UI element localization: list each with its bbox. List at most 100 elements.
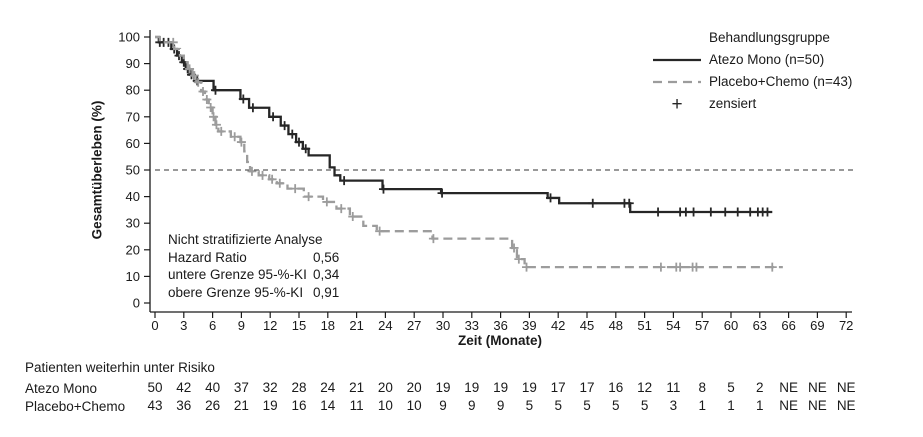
x-tick-label: 18 [321,318,335,333]
censor-plus-icon [375,226,385,236]
risk-count: 19 [464,380,479,395]
x-tick-label: 45 [580,318,594,333]
annotation-table: Hazard Ratio 0,56 untere Grenze 95-%-KI … [168,249,339,302]
risk-count: 14 [320,398,336,413]
y-tick-label: 20 [126,242,140,257]
censor-plus-icon [437,188,447,198]
risk-count: 1 [756,398,764,413]
risk-count: 19 [435,380,450,395]
legend: Behandlungsgruppe Atezo Mono (n=50) Plac… [652,27,852,115]
censor-plus-icon [656,262,666,272]
censor-plus-icon [238,94,248,104]
x-tick-label: 57 [695,318,709,333]
risk-count: 5 [526,398,534,413]
censor-plus-icon [588,198,598,208]
censor-plus-icon [202,95,212,105]
x-tick-label: 69 [810,318,824,333]
censor-plus-icon [509,243,519,253]
censor-plus-icon [258,170,268,180]
y-tick-label: 90 [126,56,140,71]
risk-table-row-values: 43 36 26 21 19 16 14 11 10 10 9 9 9 5 5 5 5 5 3 1 1 1 NE NE NE [147,398,855,413]
risk-count: 17 [579,380,594,395]
censor-plus-icon [675,262,685,272]
censor-plus-icon [304,192,314,202]
legend-title: Behandlungsgruppe [709,30,830,45]
risk-count: 16 [291,398,306,413]
risk-count: 5 [554,398,562,413]
x-tick-label: 72 [839,318,853,333]
y-tick-label: 100 [118,30,140,45]
censor-plus-icon [706,207,716,217]
risk-count: 12 [637,380,652,395]
risk-count: 2 [756,380,764,395]
risk-count: NE [808,380,827,395]
x-tick-label: 27 [407,318,421,333]
risk-count: 19 [263,398,278,413]
y-tick-label: 30 [126,216,140,231]
y-axis-title: Gesamtüberleben (%) [89,100,105,240]
annotation-value: 0,34 [313,267,340,282]
y-tick-label: 40 [126,189,140,204]
x-tick-label: 39 [522,318,536,333]
censor-plus-icon [546,193,556,203]
censor-plus-icon [290,184,300,194]
km-curve-placebo-chemo [155,35,783,269]
risk-count: 11 [666,380,680,395]
risk-count: 5 [641,398,649,413]
risk-count: 20 [378,380,393,395]
risk-count: NE [779,398,798,413]
y-tick-label: 0 [133,296,140,311]
censor-plus-icon [720,207,730,217]
risk-count: NE [808,398,827,413]
censor-plus-icon [210,85,220,95]
censor-plus-icon [168,37,178,47]
legend-item-label: Placebo+Chemo (n=43) [709,74,853,89]
censor-plus-icon [348,212,358,222]
censor-plus-icon [336,204,346,214]
risk-count: 11 [350,398,364,413]
censor-plus-icon [624,198,634,208]
risk-count: 9 [497,398,505,413]
x-tick-label: 33 [465,318,479,333]
risk-count: 5 [727,380,735,395]
risk-count: 9 [468,398,476,413]
x-tick-label: 9 [238,318,245,333]
x-tick-label: 48 [609,318,623,333]
risk-count: 19 [522,380,537,395]
censor-plus-icon [339,176,349,186]
risk-count: 32 [263,380,278,395]
censor-plus-icon [301,144,311,154]
censor-plus-icon [189,71,199,81]
censor-plus-icon [514,254,524,264]
risk-row-label-placebo: Placebo+Chemo [25,399,126,414]
y-tick-label: 80 [126,83,140,98]
solid-line-icon [652,57,702,63]
censor-plus-icon [745,207,755,217]
censor-plus-icon [689,207,699,217]
risk-count: 10 [378,398,393,413]
legend-item-label: zensiert [709,96,757,111]
censor-plus-icon [268,112,278,122]
censor-plus-icon [767,262,777,272]
censor-plus-icon [267,174,277,184]
legend-item-atezo: Atezo Mono (n=50) [652,49,852,71]
annotation-label: Hazard Ratio [168,249,247,265]
censor-marks-atezo-mono [155,37,772,217]
risk-count: 21 [234,398,249,413]
censor-marks-placebo-chemo [168,37,777,272]
x-tick-label: 3 [180,318,187,333]
x-tick-label: 42 [551,318,565,333]
x-tick-label: 6 [209,318,216,333]
censor-plus-icon [185,64,195,74]
annotation-title: Nicht stratifizierte Analyse [168,232,323,247]
censor-plus-icon [198,87,208,97]
x-axis-title: Zeit (Monate) [458,333,542,348]
risk-count: 1 [727,398,735,413]
censor-plus-icon [653,207,663,217]
x-tick-label: 60 [724,318,738,333]
risk-table-title: Patienten weiterhin unter Risiko [25,360,215,375]
risk-count: NE [837,380,856,395]
legend-item-censored: + zensiert [652,93,852,115]
annotation-label: obere Grenze 95-%-KI [168,284,304,300]
legend-item-label: Atezo Mono (n=50) [709,52,825,67]
